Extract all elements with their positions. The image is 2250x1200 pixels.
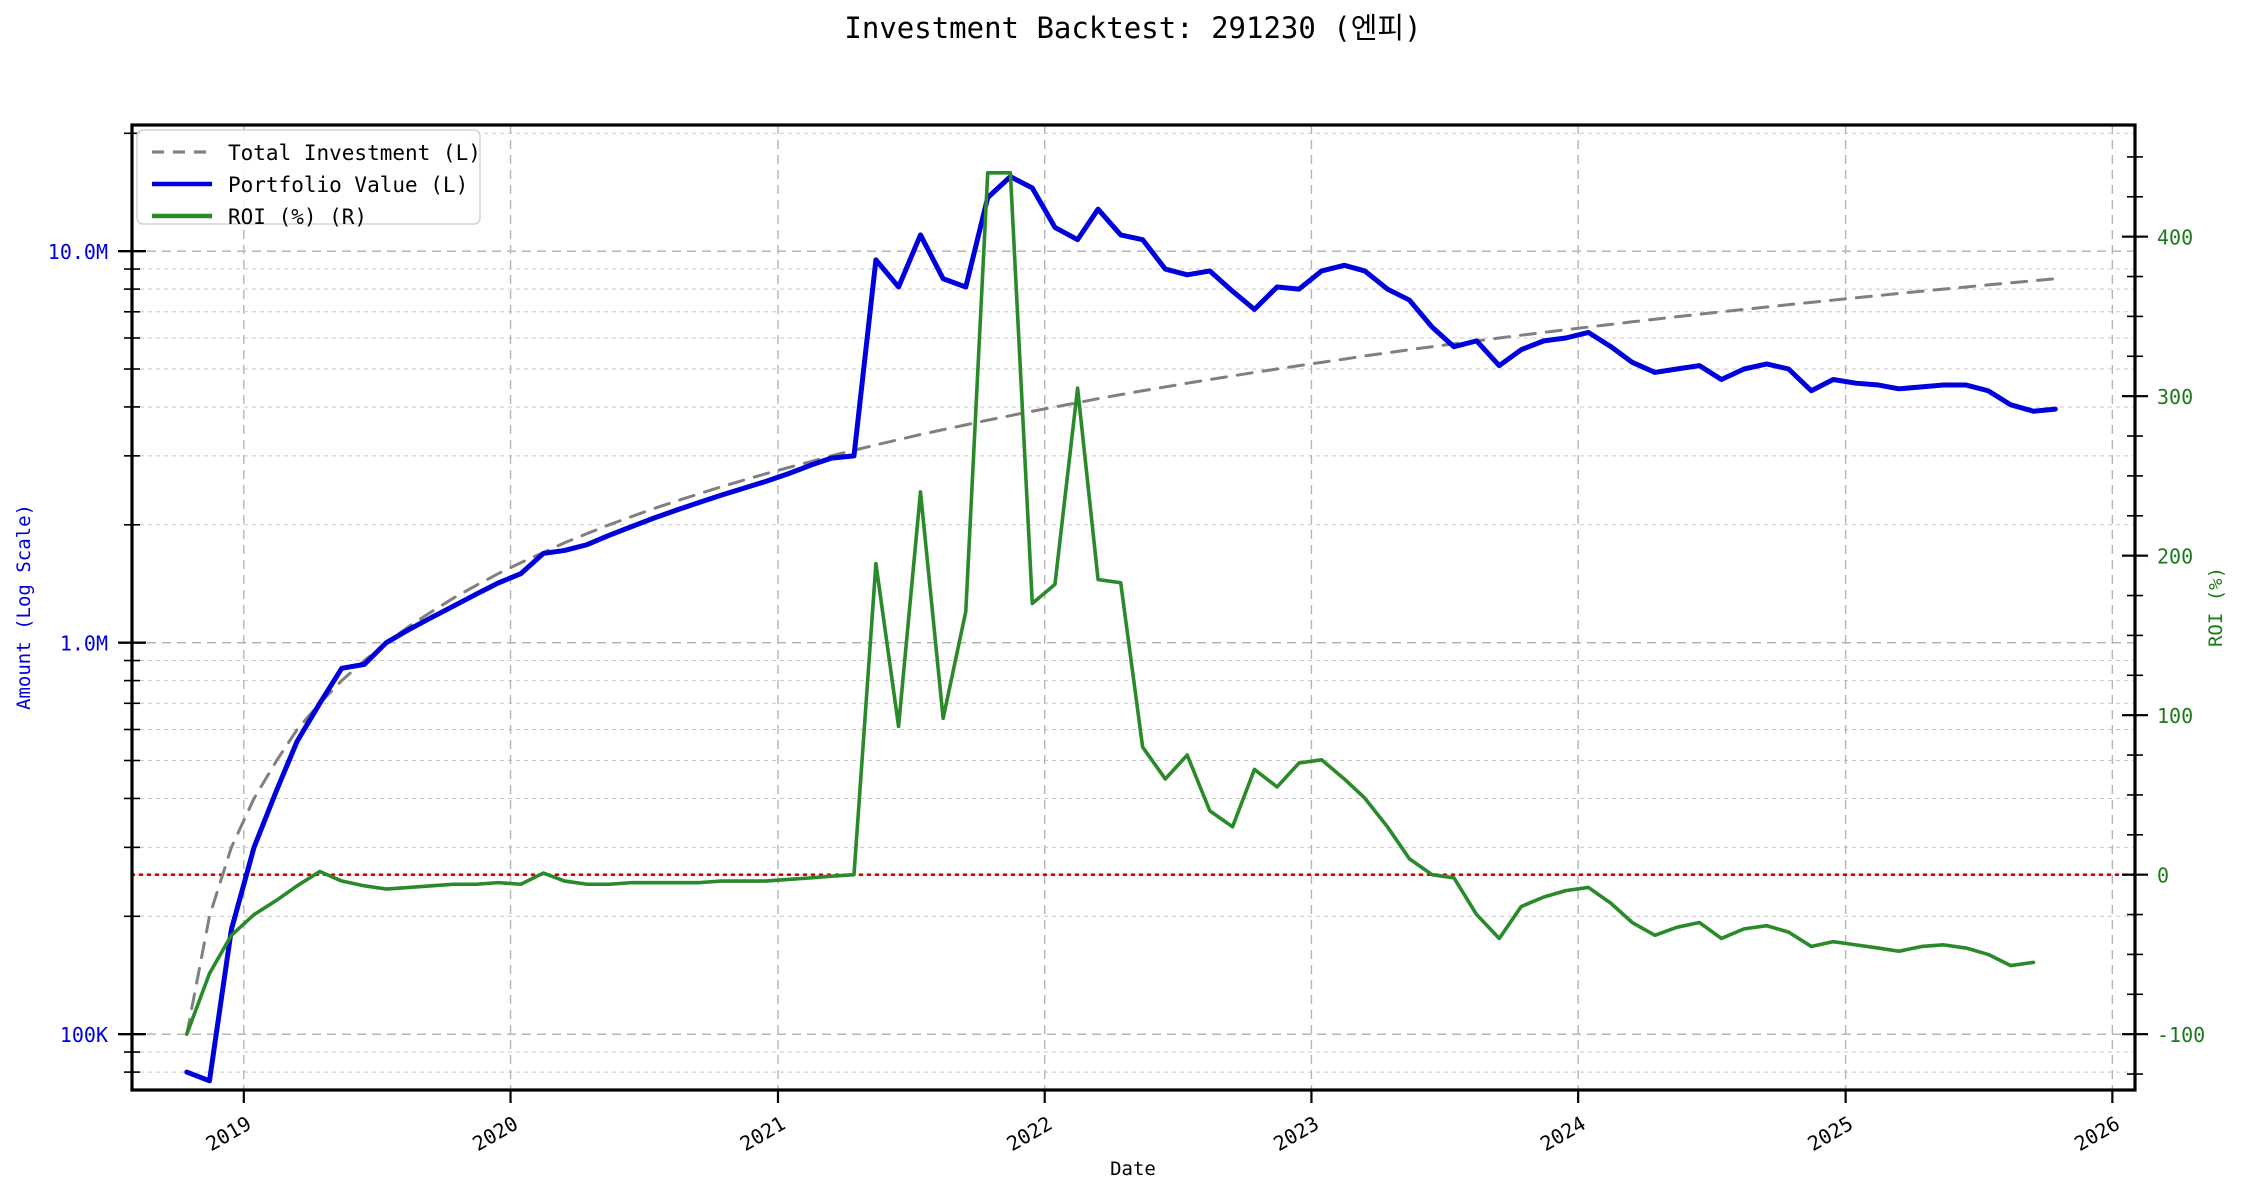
chart-legend: Total Investment (L) Portfolio Value (L) R… (136, 129, 481, 229)
minor-gridlines (119, 132, 2135, 1073)
plot-border (130, 123, 2137, 1092)
legend-label: Portfolio Value (L) (228, 173, 468, 197)
left-axis-tick-labels: 100K 1.0M 10.0M (48, 240, 108, 1047)
x-tick-label: 2019 (202, 1111, 256, 1156)
x-axis-label: Date (1110, 1158, 1156, 1180)
right-axis-label: ROI (%) (2205, 567, 2227, 647)
right-tick-label: 200 (2157, 545, 2193, 569)
legend-label: Total Investment (L) (228, 141, 481, 165)
legend-items: Total Investment (L) Portfolio Value (L) R… (152, 141, 481, 229)
chart-title: Investment Backtest: 291230 (엔피) (844, 11, 1421, 45)
right-tick-label: -100 (2157, 1023, 2205, 1047)
x-axis-ticks (242, 1090, 2114, 1103)
x-tick-label: 2021 (736, 1111, 790, 1156)
left-tick-label: 10.0M (48, 240, 108, 264)
series-2 (184, 174, 2058, 1084)
x-tick-label: 2020 (468, 1111, 522, 1156)
right-axis-tick-labels: -100 0 100 200 300 400 (2157, 226, 2205, 1048)
x-tick-label: 2023 (1269, 1111, 1323, 1156)
right-tick-label: 400 (2157, 226, 2193, 250)
x-axis-tick-labels: 2019 2020 2021 2022 2023 2024 2025 2026 (202, 1111, 2124, 1156)
right-tick-label: 300 (2157, 385, 2193, 409)
right-tick-label: 100 (2157, 704, 2193, 728)
series-1 (185, 277, 2057, 1036)
major-gridlines-vertical (243, 125, 2114, 1090)
left-axis-label: Amount (Log Scale) (13, 504, 35, 710)
left-tick-label: 100K (60, 1023, 108, 1047)
right-axis-ticks (2122, 156, 2148, 1075)
left-tick-label: 1.0M (60, 632, 108, 656)
x-tick-label: 2022 (1002, 1111, 1056, 1156)
data-series-group (184, 171, 2058, 1084)
series-3 (185, 171, 2036, 1036)
legend-background (136, 129, 481, 225)
left-axis-ticks (118, 250, 146, 1036)
x-tick-label: 2025 (1803, 1111, 1857, 1156)
x-tick-label: 2024 (1536, 1111, 1590, 1156)
x-tick-label: 2026 (2070, 1111, 2124, 1156)
right-tick-label: 0 (2157, 864, 2169, 888)
legend-label: ROI (%) (R) (228, 205, 367, 229)
